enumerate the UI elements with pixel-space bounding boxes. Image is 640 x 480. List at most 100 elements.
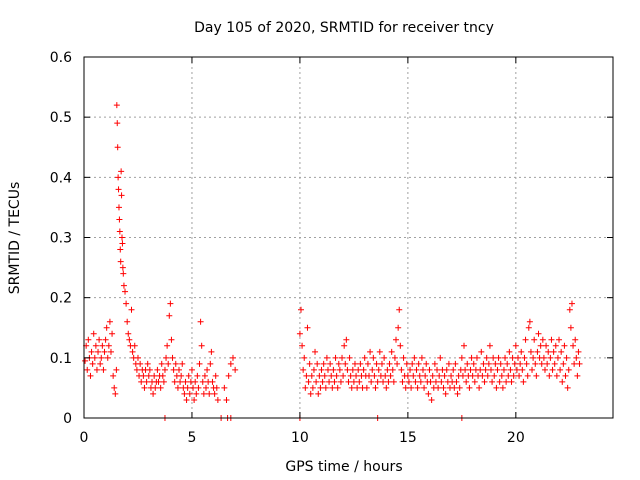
data-point [421,384,428,391]
data-point [437,354,444,361]
data-point [357,360,364,367]
data-point [395,324,402,331]
data-point [411,354,418,361]
data-point [309,384,316,391]
data-point [204,366,211,373]
data-point [179,360,186,367]
data-point [426,366,433,373]
data-point [521,354,528,361]
data-point [354,384,361,391]
data-point [376,348,383,355]
data-point [90,330,97,337]
data-point [393,336,400,343]
data-point [195,384,202,391]
data-point [540,354,547,361]
data-point [394,360,401,367]
data-point [505,372,512,379]
y-tick-label: 0 [63,411,72,427]
data-point [150,390,157,397]
data-point [176,366,183,373]
y-tick-label: 0.6 [50,50,72,66]
data-point [186,390,193,397]
data-point [107,348,114,355]
data-point [560,360,567,367]
data-point [384,366,391,373]
data-point [106,318,113,325]
data-point [565,366,572,373]
data-point [351,360,358,367]
data-point [554,354,561,361]
data-point [374,378,381,385]
data-point [518,348,525,355]
y-tick-label: 0.3 [50,231,72,247]
data-point [399,378,406,385]
data-point [543,342,550,349]
data-point [574,372,581,379]
data-point [525,324,532,331]
data-point [170,366,177,373]
data-point [466,384,473,391]
data-point [552,342,559,349]
data-point [481,378,488,385]
data-point [118,192,125,199]
data-point [327,360,334,367]
data-point [158,360,165,367]
data-point [533,372,540,379]
data-point [486,342,493,349]
data-point [114,144,121,151]
data-point [229,354,236,361]
data-point [185,372,192,379]
data-point [438,378,445,385]
data-point [146,366,153,373]
data-point [166,312,173,319]
data-point [211,390,218,397]
data-point [563,354,570,361]
data-point [386,360,393,367]
ticks-layer: 0 5 10 15 20 0 0.1 0.2 0.3 0.4 0.5 0.6 [50,50,613,446]
data-point [82,357,89,364]
data-point [343,336,350,343]
data-point [119,234,126,241]
data-point [115,204,122,211]
data-point [541,366,548,373]
data-point [329,384,336,391]
data-point [110,372,117,379]
data-point [467,366,474,373]
data-point [324,366,331,373]
data-point [307,390,314,397]
data-point [120,282,127,289]
data-point [551,360,558,367]
data-point [373,360,380,367]
data-point [335,360,342,367]
data-point [225,372,232,379]
data-point [546,372,553,379]
data-point [137,360,144,367]
data-point [432,378,439,385]
data-point [458,354,465,361]
data-point [84,366,91,373]
data-point [409,360,416,367]
data-point [512,342,519,349]
data-point [434,366,441,373]
data-point [470,360,477,367]
data-point [144,360,151,367]
data-point [302,384,309,391]
data-point [314,360,321,367]
data-point [370,354,377,361]
x-tick-label: 5 [187,430,196,446]
data-point [320,360,327,367]
data-point [91,354,98,361]
data-point [462,366,469,373]
data-point [400,354,407,361]
data-point [122,288,129,295]
data-point [567,324,574,331]
data-point [355,366,362,373]
data-point [96,336,103,343]
data-point [480,360,487,367]
data-point [391,354,398,361]
data-point [508,378,515,385]
data-point [566,306,573,313]
data-point [397,342,404,349]
data-point [483,354,490,361]
data-point [407,366,414,373]
